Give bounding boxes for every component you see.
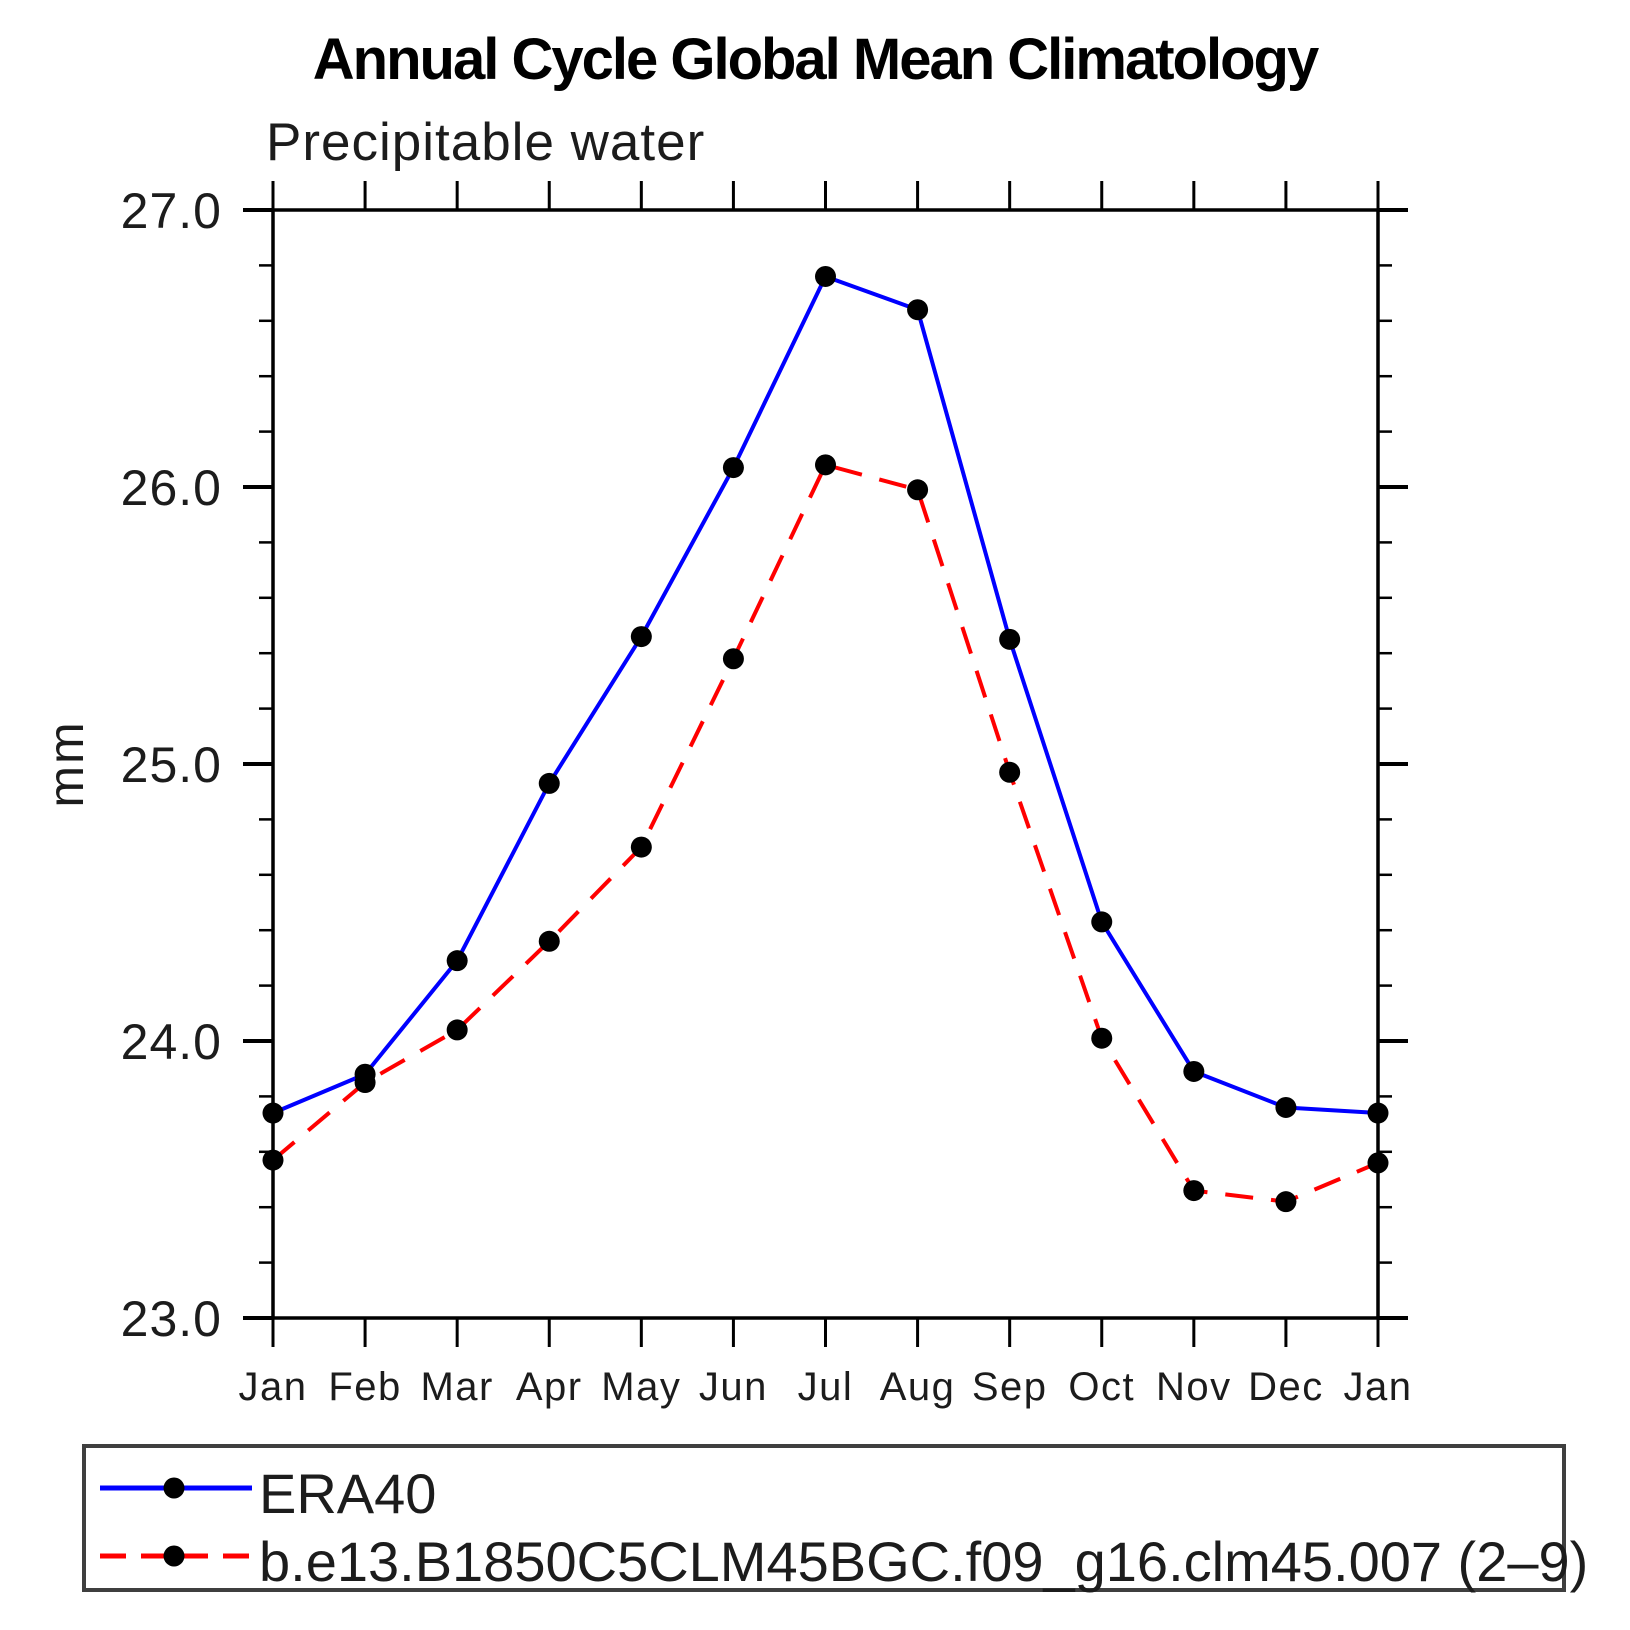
y-axis-tick-label: 24.0 xyxy=(121,1014,222,1070)
data-point-marker-series0 xyxy=(630,626,652,648)
x-axis-tick-label: Jan xyxy=(239,1365,308,1409)
x-axis-tick-label: Jan xyxy=(1344,1365,1413,1409)
y-axis-tick-label: 23.0 xyxy=(121,1291,222,1347)
x-axis-tick-label: Oct xyxy=(1068,1365,1135,1409)
data-point-marker-series1 xyxy=(1367,1152,1389,1174)
legend-sample-line-solid xyxy=(100,1477,252,1499)
series-line-0 xyxy=(272,274,1379,1116)
data-point-marker-series0 xyxy=(1091,911,1113,933)
y-axis-tick-label: 26.0 xyxy=(121,460,222,516)
data-point-marker-series0 xyxy=(446,950,468,972)
data-point-marker-series1 xyxy=(1091,1027,1113,1049)
data-point-marker-series1 xyxy=(538,930,560,952)
x-axis-tick-label: Nov xyxy=(1156,1365,1232,1409)
y-axis-tick-label: 25.0 xyxy=(121,737,222,793)
x-axis-tick-label: Jun xyxy=(699,1365,768,1409)
data-point-marker-series1 xyxy=(1183,1180,1205,1202)
legend-sample-line-dashed xyxy=(100,1545,252,1567)
data-point-marker-series0 xyxy=(1183,1060,1205,1082)
data-point-marker-series1 xyxy=(999,761,1021,783)
plot-frame xyxy=(271,208,1380,1320)
data-point-marker-series0 xyxy=(722,457,744,479)
data-point-marker-series0 xyxy=(262,1102,284,1124)
legend-box: ERA40 b.e13.B1850C5CLM45BGC.f09_g16.clm4… xyxy=(82,1444,1588,1593)
x-axis-tick-label: Feb xyxy=(328,1365,401,1409)
x-axis-tick-label: Jul xyxy=(798,1365,854,1409)
data-point-marker-series1 xyxy=(722,648,744,670)
chart-subtitle: Precipitable water xyxy=(266,113,706,172)
data-point-marker-series1 xyxy=(907,479,929,501)
data-point-marker-series1 xyxy=(630,836,652,858)
data-point-marker-series1 xyxy=(1275,1191,1297,1213)
data-point-marker-series1 xyxy=(815,454,836,476)
y-axis-title: mm xyxy=(38,720,94,807)
legend-entry-label: b.e13.B1850C5CLM45BGC.f09_g16.clm45.007 … xyxy=(259,1530,1589,1593)
chart-title: Annual Cycle Global Mean Climatology xyxy=(312,27,1319,92)
legend-entry-label: ERA40 xyxy=(259,1462,437,1525)
series-line-1 xyxy=(271,462,1379,1204)
data-point-marker-series1 xyxy=(354,1072,376,1094)
data-point-marker-series0 xyxy=(538,772,560,794)
x-axis-tick-label: Aug xyxy=(880,1365,956,1409)
data-point-marker-series0 xyxy=(1367,1102,1389,1124)
data-point-marker-series1 xyxy=(262,1149,284,1171)
x-axis-tick-label: May xyxy=(601,1365,681,1409)
data-point-marker-series0 xyxy=(907,299,929,321)
data-point-marker-series1 xyxy=(446,1019,468,1041)
data-point-marker-series0 xyxy=(999,628,1021,650)
y-axis-tick-label: 27.0 xyxy=(121,183,222,239)
x-axis-tick-label: Mar xyxy=(420,1365,493,1409)
x-axis-tick-label: Sep xyxy=(972,1365,1048,1409)
data-point-marker-series0 xyxy=(815,265,836,287)
x-axis-tick-label: Apr xyxy=(516,1365,583,1409)
x-axis-tick-label: Dec xyxy=(1248,1365,1324,1409)
data-point-marker-series0 xyxy=(1275,1096,1297,1118)
